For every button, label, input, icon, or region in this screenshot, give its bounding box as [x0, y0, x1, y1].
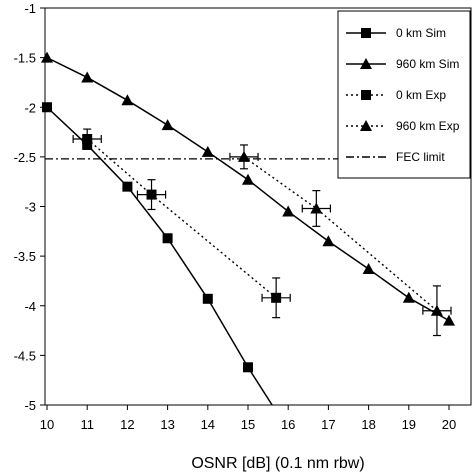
data-point	[430, 304, 443, 316]
legend: 0 km Sim 960 km Sim 0 km Exp 960 km Exp FEC …	[337, 10, 471, 179]
x-tick-label: 10	[40, 417, 54, 432]
legend-marker	[360, 120, 372, 131]
x-axis-title: OSNR [dB] (0.1 nm rbw)	[191, 455, 364, 472]
y-tick-label: -1	[24, 1, 36, 16]
markers	[41, 51, 455, 373]
x-tick-label: 12	[120, 417, 134, 432]
legend-label: 0 km Exp	[396, 88, 446, 102]
data-point	[242, 173, 254, 185]
legend-label: 960 km Sim	[396, 57, 459, 71]
legend-marker	[361, 28, 371, 38]
x-tick-label: 17	[321, 417, 335, 432]
data-point	[282, 205, 295, 217]
y-tick-label: -5	[24, 398, 36, 413]
data-point	[122, 181, 133, 192]
legend-marker	[360, 58, 372, 69]
legend-box	[337, 10, 471, 179]
data-point	[362, 263, 375, 275]
legend-entry: 0 km Sim	[346, 26, 446, 40]
data-point	[201, 145, 214, 157]
data-point	[146, 189, 157, 200]
y-tick-label: -3.5	[14, 249, 36, 264]
data-point	[310, 202, 323, 214]
legend-entry: 960 km Exp	[346, 119, 460, 133]
data-point	[162, 233, 173, 244]
legend-entry: 960 km Sim	[346, 57, 459, 71]
data-point	[243, 362, 253, 373]
y-tick-label: -4.5	[14, 348, 36, 363]
x-tick-label: 18	[361, 417, 375, 432]
legend-label: 960 km Exp	[396, 119, 460, 133]
y-tick-label: -2.5	[14, 150, 36, 165]
data-point	[41, 51, 53, 63]
data-point	[237, 150, 250, 162]
legend-label: 0 km Sim	[396, 26, 446, 40]
data-point	[161, 119, 174, 131]
legend-marker	[361, 90, 371, 100]
x-tick-label: 20	[442, 417, 456, 432]
legend-entry: FEC limit	[346, 150, 445, 164]
data-point	[271, 292, 282, 303]
legend-entry: 0 km Exp	[346, 88, 446, 102]
x-tick-label: 15	[241, 417, 255, 432]
data-point	[322, 235, 335, 247]
data-point	[82, 134, 93, 145]
x-tick-label: 16	[281, 417, 295, 432]
x-tick-label: 14	[201, 417, 215, 432]
data-point	[82, 139, 93, 150]
y-tick-label: -4	[24, 299, 36, 314]
x-tick-label: 11	[80, 417, 94, 432]
y-tick-label: -2	[24, 100, 36, 115]
data-point	[202, 293, 213, 304]
legend-label: FEC limit	[396, 150, 445, 164]
data-point	[121, 94, 134, 106]
x-tick-label: 19	[402, 417, 416, 432]
data-point	[443, 314, 455, 326]
data-point	[42, 102, 52, 113]
axes: 10 11 12 13 14 15 16 17 18 19 20 -1 -1.5 -2 -2.5 -3 -3.5…	[14, 1, 457, 432]
y-tick-label: -1.5	[14, 51, 36, 66]
data-point	[402, 291, 415, 303]
data-point	[81, 71, 94, 83]
y-tick-label: -3	[24, 200, 36, 215]
x-tick-label: 13	[160, 417, 174, 432]
